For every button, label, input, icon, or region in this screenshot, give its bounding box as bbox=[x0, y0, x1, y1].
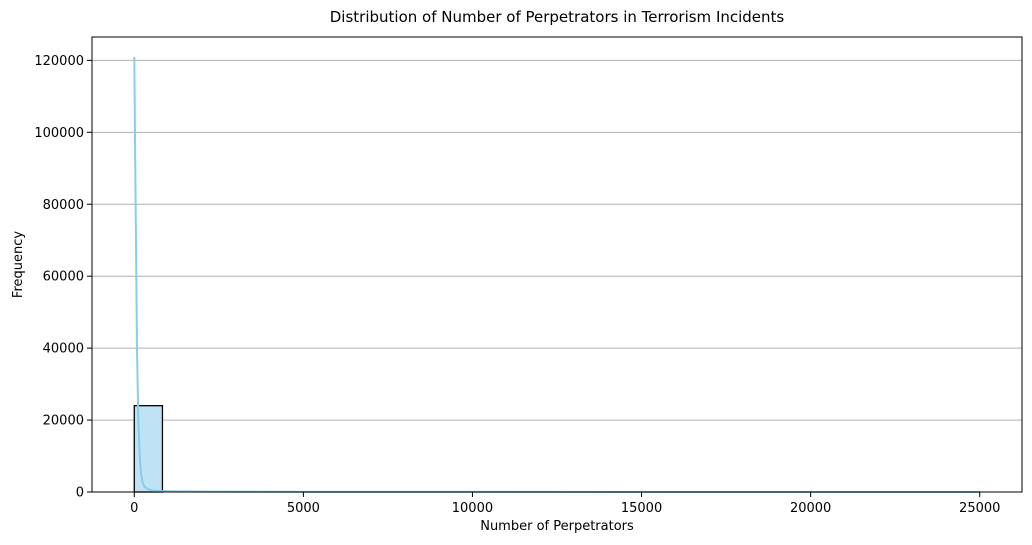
x-axis-title: Number of Perpetrators bbox=[480, 519, 634, 534]
bars-layer bbox=[133, 405, 981, 493]
x-tick-label-4: 20000 bbox=[790, 501, 831, 516]
y-tick-label-5: 100000 bbox=[34, 126, 84, 141]
y-tick-label-3: 60000 bbox=[43, 270, 84, 285]
grid-layer bbox=[92, 59, 1022, 421]
x-axis: 0 5000 10000 15000 20000 25000 bbox=[130, 492, 1000, 516]
y-axis: 0 20000 40000 60000 80000 100000 120000 bbox=[34, 54, 92, 501]
plot-frame bbox=[91, 36, 1023, 493]
y-tick-label-0: 0 bbox=[76, 486, 84, 501]
x-tick-label-3: 15000 bbox=[621, 501, 662, 516]
y-tick-label-1: 20000 bbox=[43, 414, 84, 429]
kde-line bbox=[133, 56, 980, 493]
x-tick-label-5: 25000 bbox=[959, 501, 1000, 516]
x-tick-label-2: 10000 bbox=[452, 501, 493, 516]
x-tick-label-0: 0 bbox=[130, 501, 138, 516]
y-tick-label-4: 80000 bbox=[43, 198, 84, 213]
y-tick-label-6: 120000 bbox=[34, 54, 84, 69]
y-tick-label-2: 40000 bbox=[43, 342, 84, 357]
chart-title: Distribution of Number of Perpetrators i… bbox=[330, 8, 785, 26]
y-axis-title: Frequency bbox=[11, 231, 26, 298]
x-tick-label-1: 5000 bbox=[287, 501, 320, 516]
